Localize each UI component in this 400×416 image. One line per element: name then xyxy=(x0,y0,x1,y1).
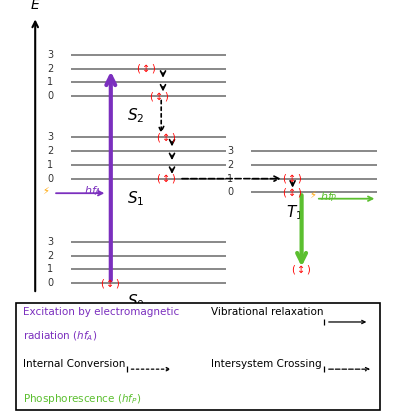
Text: $(\updownarrow)$: $(\updownarrow)$ xyxy=(282,172,303,185)
Text: 0: 0 xyxy=(227,187,233,197)
Text: 0: 0 xyxy=(47,91,53,101)
Text: Excitation by electromagnetic: Excitation by electromagnetic xyxy=(23,307,180,317)
Text: $(\updownarrow)$: $(\updownarrow)$ xyxy=(291,263,312,276)
Text: 3: 3 xyxy=(47,50,53,60)
Text: 1: 1 xyxy=(47,264,53,274)
Text: $E$: $E$ xyxy=(30,0,40,12)
Text: radiation $(hf_A)$: radiation $(hf_A)$ xyxy=(23,330,98,344)
Text: ⚡: ⚡ xyxy=(42,186,50,196)
Text: 3: 3 xyxy=(47,237,53,247)
Text: $S_2$: $S_2$ xyxy=(127,106,145,125)
Text: $S_0$: $S_0$ xyxy=(127,292,145,311)
Text: $T_1$: $T_1$ xyxy=(286,203,303,221)
Text: 2: 2 xyxy=(227,160,233,170)
Text: $hf_P$: $hf_P$ xyxy=(320,190,337,204)
Text: $S_1$: $S_1$ xyxy=(127,189,145,208)
Text: $(\updownarrow)$: $(\updownarrow)$ xyxy=(156,172,177,185)
Text: 3: 3 xyxy=(47,132,53,142)
Text: ⚡: ⚡ xyxy=(309,190,316,200)
Text: $(\updownarrow)$: $(\updownarrow)$ xyxy=(136,62,157,75)
Text: Internal Conversion: Internal Conversion xyxy=(23,359,129,369)
FancyBboxPatch shape xyxy=(16,303,380,410)
Text: 1: 1 xyxy=(227,173,233,183)
Text: Vibrational relaxation: Vibrational relaxation xyxy=(211,307,324,317)
Text: 1: 1 xyxy=(47,77,53,87)
Text: $(\updownarrow)$: $(\updownarrow)$ xyxy=(100,277,121,290)
Text: $(\updownarrow)$: $(\updownarrow)$ xyxy=(282,186,303,199)
Text: $(\updownarrow)$: $(\updownarrow)$ xyxy=(156,131,177,144)
Text: $(\updownarrow)$: $(\updownarrow)$ xyxy=(149,90,170,103)
Text: 0: 0 xyxy=(47,173,53,183)
Text: 2: 2 xyxy=(47,64,53,74)
Text: 2: 2 xyxy=(47,250,53,260)
Text: 2: 2 xyxy=(47,146,53,156)
Text: 1: 1 xyxy=(47,160,53,170)
Text: 3: 3 xyxy=(227,146,233,156)
Text: Intersystem Crossing: Intersystem Crossing xyxy=(211,359,322,369)
Text: 0: 0 xyxy=(47,278,53,288)
Text: $hf_A$: $hf_A$ xyxy=(84,185,102,198)
Text: Phosphorescence $(hf_P)$: Phosphorescence $(hf_P)$ xyxy=(23,391,142,406)
